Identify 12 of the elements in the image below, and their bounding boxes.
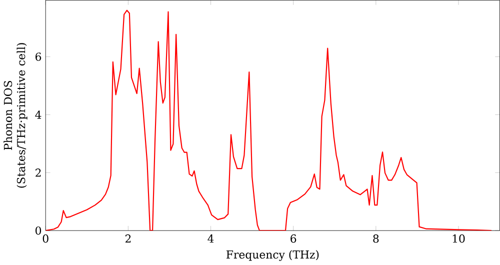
- y-axis-title: Phonon DOS (States/THz·primitive cell): [4, 43, 28, 188]
- x-tick-label: 6: [290, 234, 296, 243]
- y-tick-label: 2: [36, 168, 41, 177]
- x-axis-title: Frequency (THz): [226, 250, 319, 262]
- x-tick-label: 8: [373, 234, 379, 243]
- y-tick-label: 6: [36, 52, 42, 62]
- y-tick-label: 4: [35, 110, 42, 119]
- x-tick-label: 2: [125, 234, 131, 243]
- x-tick-label: 10: [452, 234, 465, 243]
- x-tick-label: 0: [42, 234, 48, 243]
- x-tick-label: 4: [208, 234, 214, 243]
- y-tick-label: 0: [36, 226, 42, 235]
